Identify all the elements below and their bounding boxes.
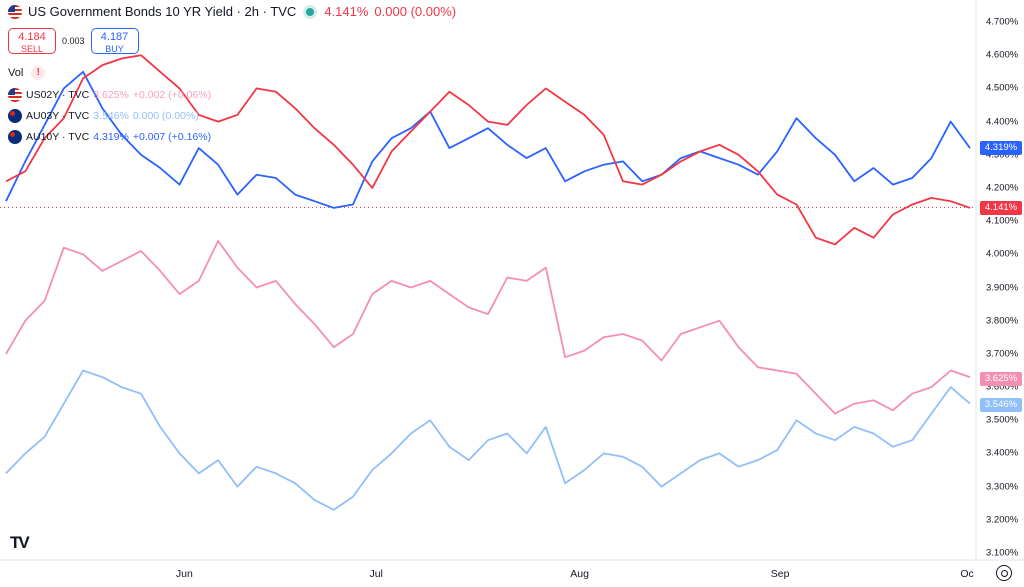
y-tick-label: 3.900% [986, 282, 1019, 293]
price-tag: 4.141% [980, 200, 1022, 215]
legend-item-au10y[interactable]: AU10Y · TVC 4.319% +0.007 (+0.16%) [8, 130, 211, 144]
y-tick-label: 3.600% [986, 381, 1019, 393]
legend-value: 3.625% [93, 89, 129, 101]
settings-gear-icon[interactable] [996, 565, 1012, 581]
price-tag: 3.625% [980, 371, 1022, 386]
symbol-last-value: 4.141% [324, 4, 369, 19]
symbol-header[interactable]: US Government Bonds 10 YR Yield · 2h · T… [8, 4, 456, 19]
symbol-title: US Government Bonds 10 YR Yield · 2h · T… [28, 4, 297, 19]
legend-change: +0.002 (+0.06%) [132, 89, 212, 101]
series-line-au03y[interactable] [5, 369, 971, 511]
x-tick-label: Aug [570, 568, 589, 580]
y-tick-label: 3.200% [986, 514, 1019, 526]
sell-price: 4.184 [18, 31, 46, 43]
y-tick-label: 4.700% [986, 16, 1019, 28]
y-tick-label: 4.600% [986, 49, 1019, 61]
y-tick-label: 4.000% [986, 248, 1019, 260]
x-tick-label: Oc [960, 568, 974, 580]
y-tick-label: 3.400% [986, 447, 1019, 459]
volume-label: Vol [8, 67, 24, 79]
us-flag-icon [8, 88, 22, 102]
y-tick-label: 4.500% [986, 82, 1019, 94]
sell-label: SELL [20, 44, 44, 54]
y-tick-label: 4.200% [986, 182, 1019, 194]
y-tick-label: 4.100% [986, 215, 1019, 227]
volume-indicator[interactable]: Vol ! [8, 66, 46, 80]
spread-value: 0.003 [62, 36, 85, 46]
au-flag-icon [8, 109, 22, 123]
series-line-au10y[interactable] [5, 70, 971, 209]
legend-name: AU10Y · TVC [26, 131, 90, 143]
symbol-change: 0.000 (0.00%) [374, 4, 457, 19]
y-tick-label: 3.300% [986, 481, 1019, 493]
y-tick-label: 3.800% [986, 315, 1019, 327]
legend-change: 0.000 (0.00%) [132, 110, 199, 122]
y-tick-label: 3.700% [986, 348, 1019, 360]
x-tick-label: Sep [770, 568, 790, 580]
legend-item-us02y[interactable]: US02Y · TVC 3.625% +0.002 (+0.06%) [8, 88, 211, 102]
legend-value: 4.319% [93, 131, 129, 143]
x-tick-label: Jul [369, 568, 383, 580]
series-line-us02y[interactable] [5, 240, 971, 415]
legend-value: 3.546% [93, 110, 129, 122]
us-flag-icon [8, 4, 22, 19]
y-tick-label: 4.400% [986, 116, 1019, 128]
warning-icon[interactable]: ! [31, 66, 46, 80]
price-tag: 4.319% [980, 141, 1022, 156]
legend-item-au03y[interactable]: AU03Y · TVC 3.546% 0.000 (0.00%) [8, 109, 199, 123]
buy-label: BUY [105, 44, 124, 54]
legend-change: +0.007 (+0.16%) [132, 131, 212, 143]
buy-price: 4.187 [100, 31, 129, 43]
series-line-us-government-bonds-10-yr-yield[interactable] [5, 54, 971, 246]
live-dot-icon [306, 7, 315, 16]
legend-name: US02Y · TVC [26, 89, 90, 101]
trade-buttons: 4.184 SELL 0.003 4.187 BUY [8, 28, 139, 54]
price-tag: 3.546% [980, 397, 1022, 412]
y-tick-label: 3.500% [986, 414, 1019, 426]
sell-button[interactable]: 4.184 SELL [8, 28, 56, 54]
buy-button[interactable]: 4.187 BUY [90, 28, 139, 54]
x-tick-label: Jun [175, 568, 193, 580]
y-tick-label: 3.100% [986, 547, 1019, 559]
legend-name: AU03Y · TVC [26, 110, 90, 122]
au-flag-icon [8, 130, 22, 144]
tradingview-logo-icon[interactable]: TV [10, 533, 30, 552]
